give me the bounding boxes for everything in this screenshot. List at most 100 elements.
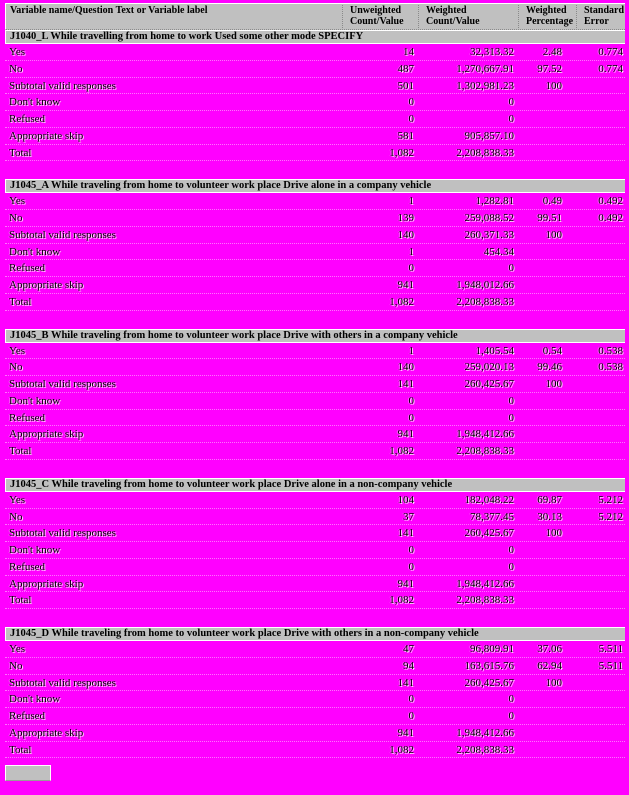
table-row: Yes 1 1,282.81 0.49 0.492: [5, 193, 625, 210]
cell-weighted-percentage: [517, 111, 575, 127]
cell-weighted-count: 32,313.32: [470, 46, 514, 58]
row-label: Subtotal valid responses: [9, 79, 116, 92]
cell-unweighted-count: 140: [397, 228, 415, 241]
table-row: Refused 0 0: [5, 410, 625, 427]
cell-weighted-count: 1,948,012.66: [456, 279, 514, 291]
cell-weighted-count: 2,208,838.33: [456, 295, 514, 308]
cell-weighted-count: 2,208,838.33: [456, 743, 514, 756]
cell-unweighted-count: 1: [408, 344, 415, 357]
cell-weighted-percentage: [517, 691, 575, 707]
cell-unweighted-count: 1,082: [389, 295, 414, 308]
cell-standard-error: 0.774: [598, 62, 623, 75]
column-header-variable-label: Variable name/Question Text or Variable …: [10, 5, 208, 16]
cell-weighted-percentage: 97.52: [537, 62, 562, 75]
cell-weighted-count: 905,857.10: [464, 129, 515, 142]
table-row: Total 1,082 2,208,838.33: [5, 742, 625, 759]
cell-weighted-count: 259,020.13: [464, 361, 515, 374]
row-label: Refused: [9, 560, 46, 573]
table-row: Appropriate skip 941 1,948,412.66: [5, 426, 625, 443]
cell-standard-error: 5.212: [598, 493, 623, 506]
bottom-left-gray-box: [5, 765, 51, 782]
document-page: { "page": { "background_color": "#FF00FF…: [0, 3, 629, 795]
cell-unweighted-count: 141: [397, 676, 415, 689]
cell-weighted-count: 0: [508, 96, 515, 109]
cell-unweighted-count: 1,082: [389, 445, 414, 457]
cell-weighted-count: 0: [508, 560, 515, 573]
cell-standard-error: 5.511: [598, 659, 623, 672]
cell-weighted-percentage: 30.13: [537, 510, 562, 523]
cell-standard-error: 0.492: [598, 195, 623, 208]
cell-weighted-percentage: [517, 410, 575, 426]
row-label: Appropriate skip: [9, 129, 84, 142]
section-rows: Yes 104 182,048.22 69.87 5.212 No 37 78,…: [5, 492, 625, 609]
cell-standard-error: [575, 542, 625, 558]
row-label: Subtotal valid responses: [9, 228, 116, 241]
cell-weighted-percentage: [517, 742, 575, 758]
table-row: Subtotal valid responses 140 260,371.33 …: [5, 227, 625, 244]
row-label: Total: [9, 445, 32, 457]
cell-unweighted-count: 0: [408, 113, 415, 125]
table-row: Subtotal valid responses 141 260,425.67 …: [5, 525, 625, 542]
cell-weighted-percentage: [517, 559, 575, 575]
table-row: Total 1,082 2,208,838.33: [5, 294, 625, 311]
cell-unweighted-count: 941: [397, 726, 415, 739]
cell-weighted-percentage: 100: [545, 527, 563, 540]
row-label: Yes: [9, 195, 26, 208]
cell-standard-error: [575, 128, 625, 144]
cell-weighted-count: 0: [508, 710, 515, 722]
table-row: No 140 259,020.13 99.46 0.538: [5, 359, 625, 376]
row-label: No: [9, 62, 23, 75]
cell-unweighted-count: 14: [403, 46, 414, 58]
variable-section: J1040_L While travelling from home to wo…: [5, 30, 625, 162]
cell-weighted-percentage: 69.87: [537, 493, 562, 506]
cell-weighted-count: 454.34: [483, 245, 514, 258]
cell-weighted-percentage: [517, 244, 575, 260]
cell-standard-error: [575, 742, 625, 758]
table-row: Appropriate skip 581 905,857.10: [5, 128, 625, 145]
row-label: Total: [9, 295, 32, 308]
cell-standard-error: 0.492: [598, 212, 623, 224]
table-row: Subtotal valid responses 501 1,302,981.2…: [5, 78, 625, 95]
cell-unweighted-count: 104: [397, 493, 415, 506]
cell-weighted-percentage: [517, 725, 575, 741]
cell-standard-error: [575, 525, 625, 541]
codebook-table: Variable name/Question Text or Variable …: [5, 3, 625, 782]
section-rows: Yes 1 1,282.81 0.49 0.492 No 139 259,088…: [5, 193, 625, 311]
cell-unweighted-count: 501: [397, 79, 415, 92]
cell-weighted-count: 0: [508, 693, 515, 706]
cell-weighted-count: 1,948,412.66: [456, 428, 514, 441]
cell-standard-error: [575, 376, 625, 392]
table-row: Don't know 0 0: [5, 542, 625, 559]
table-row: Appropriate skip 941 1,948,012.66: [5, 277, 625, 294]
cell-weighted-count: 260,425.67: [464, 378, 515, 390]
cell-weighted-percentage: [517, 708, 575, 724]
cell-weighted-percentage: [517, 260, 575, 276]
cell-unweighted-count: 941: [397, 428, 415, 441]
cell-weighted-count: 2,208,838.33: [456, 146, 514, 159]
cell-weighted-count: 1,282.81: [475, 195, 515, 208]
table-row: Appropriate skip 941 1,948,412.66: [5, 725, 625, 742]
cell-unweighted-count: 0: [408, 262, 415, 275]
table-row: Appropriate skip 941 1,948,412.66: [5, 576, 625, 593]
table-row: Total 1,082 2,208,838.33: [5, 443, 625, 460]
cell-unweighted-count: 94: [403, 659, 414, 672]
row-label: Don't know: [9, 693, 61, 706]
table-row: Total 1,082 2,208,838.33: [5, 592, 625, 609]
column-header-weighted-percentage: Weighted Percentage: [518, 5, 576, 28]
cell-unweighted-count: 1: [408, 195, 415, 208]
cell-unweighted-count: 0: [408, 394, 415, 407]
table-row: Subtotal valid responses 141 260,425.67 …: [5, 675, 625, 692]
row-label: No: [9, 659, 23, 672]
row-label: Don't know: [9, 394, 61, 407]
cell-weighted-count: 2,208,838.33: [456, 445, 514, 457]
cell-weighted-percentage: 99.46: [537, 361, 562, 374]
cell-standard-error: 0.774: [598, 46, 623, 58]
cell-weighted-percentage: 99.51: [537, 212, 562, 224]
table-row: Subtotal valid responses 141 260,425.67 …: [5, 376, 625, 393]
cell-standard-error: [575, 277, 625, 293]
row-label: Don't know: [9, 96, 61, 109]
cell-weighted-count: 260,425.67: [464, 527, 515, 540]
section-title: J1040_L While travelling from home to wo…: [5, 30, 625, 44]
row-label: No: [9, 361, 23, 374]
table-row: No 139 259,088.52 99.51 0.492: [5, 210, 625, 227]
